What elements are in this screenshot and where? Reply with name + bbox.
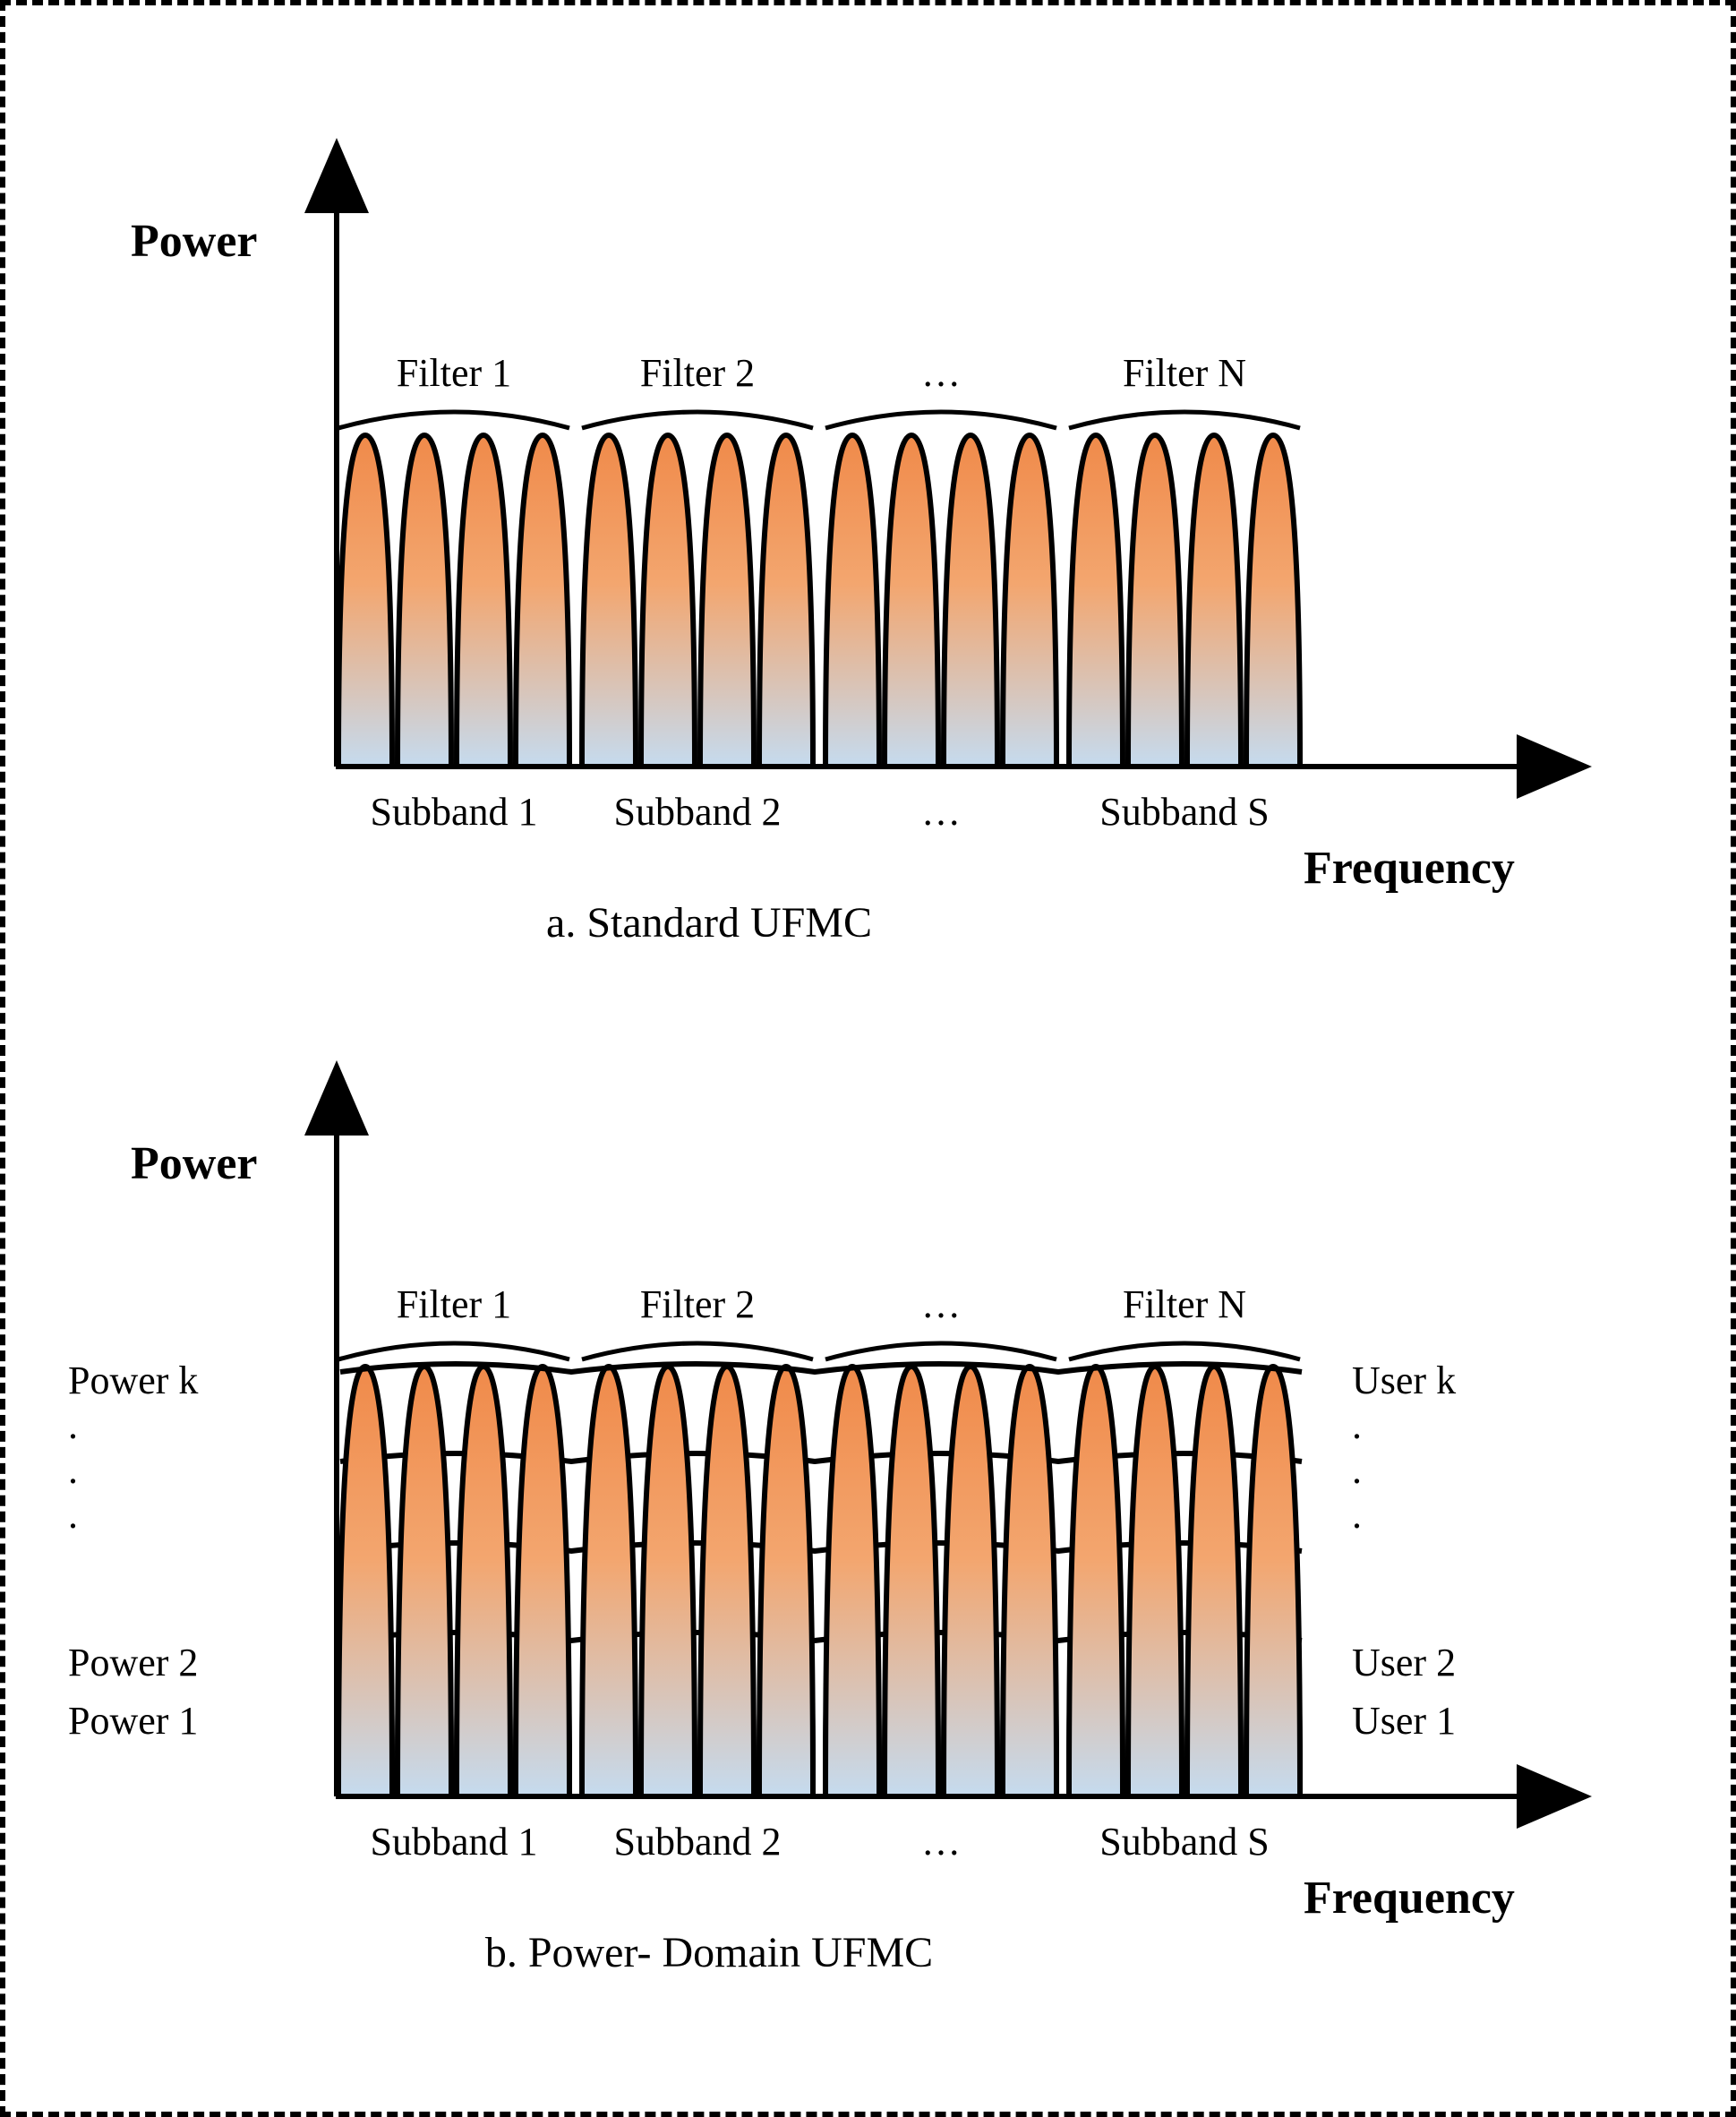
subfigure-caption: a. Standard UFMC xyxy=(546,899,872,947)
spectrum-lobe xyxy=(641,1367,695,1796)
user-label: User 1 xyxy=(1352,1699,1456,1743)
filter-bracket xyxy=(825,412,1056,428)
filter-label: Filter N xyxy=(1123,1282,1246,1326)
filter-label: Filter 2 xyxy=(640,351,755,395)
spectrum-lobe xyxy=(516,1367,569,1796)
subband-label: Subband 1 xyxy=(371,1820,538,1864)
spectrum-lobe xyxy=(457,1367,510,1796)
spectrum-lobe xyxy=(1069,435,1123,767)
filter-label: Filter 1 xyxy=(397,351,511,395)
filter-label: … xyxy=(921,1282,961,1326)
user-label: . xyxy=(1352,1493,1362,1537)
user-label: User 2 xyxy=(1352,1641,1456,1684)
diagram-power-domain-ufmc: Power Frequency Filter 1 Subband 1 Filter 2 S… xyxy=(5,990,1736,2065)
spectrum-lobe xyxy=(1003,435,1056,767)
spectrum-lobe xyxy=(759,435,813,767)
filter-bracket xyxy=(825,1343,1056,1359)
spectrum-lobe xyxy=(1069,1367,1123,1796)
spectrum-lobe xyxy=(338,435,392,767)
spectrum-lobe xyxy=(944,1367,997,1796)
filter-bracket xyxy=(582,1343,813,1359)
filter-bracket xyxy=(1069,412,1300,428)
spectrum-lobe xyxy=(885,1367,938,1796)
spectrum-lobe xyxy=(457,435,510,767)
filter-label: … xyxy=(921,351,961,395)
power-level-label: . xyxy=(68,1448,78,1492)
filter-bracket xyxy=(338,1343,569,1359)
user-label: . xyxy=(1352,1403,1362,1447)
power-level-label: Power 2 xyxy=(68,1641,198,1684)
spectrum-lobe xyxy=(1128,435,1182,767)
power-level-label: Power 1 xyxy=(68,1699,198,1743)
y-axis-label: Power xyxy=(131,1138,257,1189)
subband-label: … xyxy=(921,790,961,834)
user-label: User k xyxy=(1352,1358,1456,1402)
power-level-label: . xyxy=(68,1493,78,1537)
spectrum-lobe xyxy=(641,435,695,767)
x-axis-label: Frequency xyxy=(1304,1873,1515,1924)
spectrum-lobe xyxy=(700,435,754,767)
spectrum-lobe xyxy=(338,1367,392,1796)
subband-label: Subband 2 xyxy=(614,790,782,834)
spectrum-lobe xyxy=(1003,1367,1056,1796)
subband-label: … xyxy=(921,1820,961,1864)
spectrum-lobe xyxy=(1187,435,1241,767)
subband-label: Subband S xyxy=(1099,790,1269,834)
filter-label: Filter 2 xyxy=(640,1282,755,1326)
diagram-standard-ufmc: Power Frequency Filter 1 Subband 1 Filter 2 S… xyxy=(5,59,1736,955)
spectrum-lobe xyxy=(825,435,879,767)
subfigure-caption: b. Power- Domain UFMC xyxy=(485,1929,933,1976)
spectrum-lobe xyxy=(582,1367,636,1796)
filter-bracket xyxy=(1069,1343,1300,1359)
spectrum-lobe xyxy=(759,1367,813,1796)
spectrum-lobe xyxy=(516,435,569,767)
spectrum-lobe xyxy=(1246,435,1300,767)
power-level-label: Power k xyxy=(68,1358,198,1402)
spectrum-lobe xyxy=(398,1367,451,1796)
filter-label: Filter N xyxy=(1123,351,1246,395)
figure-frame: Power Frequency Filter 1 Subband 1 Filter 2 S… xyxy=(0,0,1736,2117)
spectrum-lobe xyxy=(825,1367,879,1796)
spectrum-lobe xyxy=(1187,1367,1241,1796)
x-axis-label: Frequency xyxy=(1304,843,1515,894)
y-axis-label: Power xyxy=(131,216,257,267)
filter-bracket xyxy=(338,412,569,428)
subband-label: Subband 1 xyxy=(371,790,538,834)
spectrum-lobe xyxy=(1246,1367,1300,1796)
spectrum-lobe xyxy=(885,435,938,767)
spectrum-lobe xyxy=(582,435,636,767)
spectrum-lobe xyxy=(1128,1367,1182,1796)
power-level-label: . xyxy=(68,1403,78,1447)
user-label: . xyxy=(1352,1448,1362,1492)
spectrum-lobe xyxy=(700,1367,754,1796)
filter-label: Filter 1 xyxy=(397,1282,511,1326)
filter-bracket xyxy=(582,412,813,428)
spectrum-lobe xyxy=(944,435,997,767)
subband-label: Subband 2 xyxy=(614,1820,782,1864)
spectrum-lobe xyxy=(398,435,451,767)
subband-label: Subband S xyxy=(1099,1820,1269,1864)
